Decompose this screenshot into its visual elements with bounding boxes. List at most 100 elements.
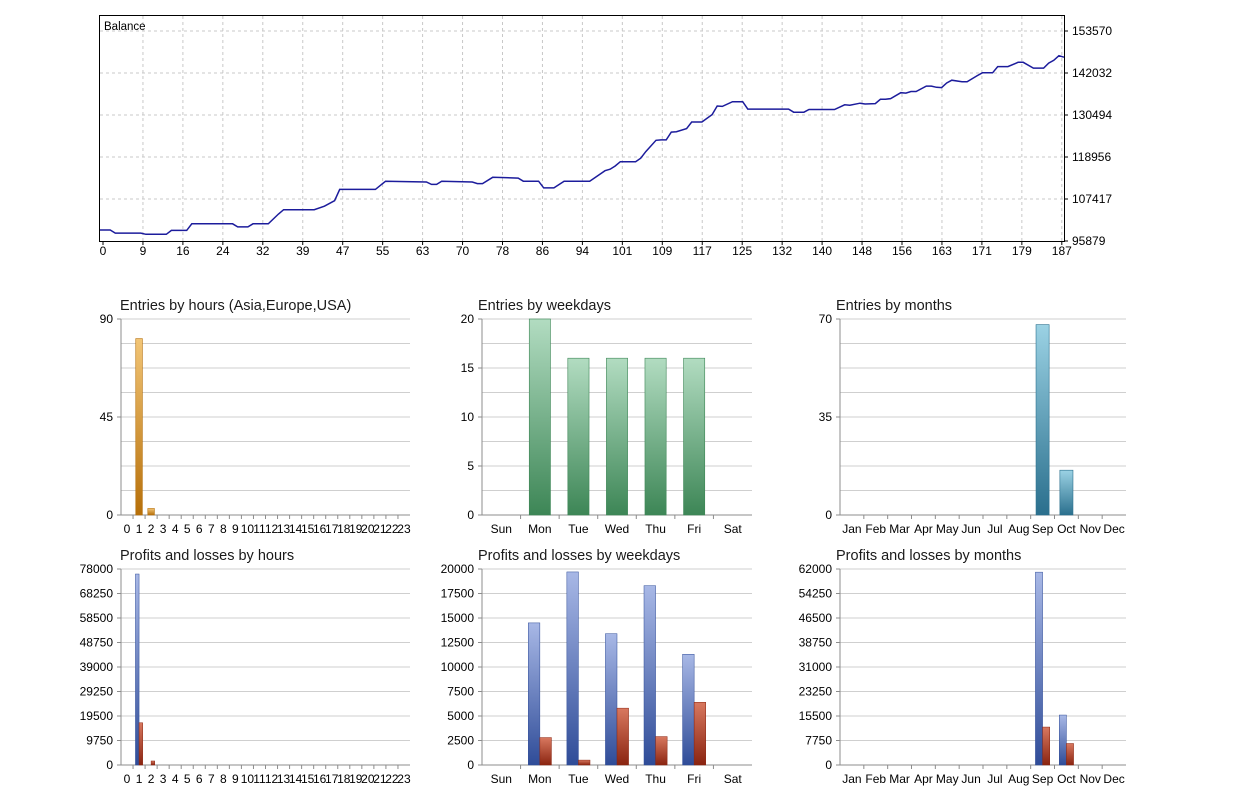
entries-by-months-title: Entries by months bbox=[836, 298, 952, 314]
balance-y-tick-label: 95879 bbox=[1072, 234, 1106, 248]
x-tick-label: May bbox=[936, 772, 959, 786]
y-tick-label: 5000 bbox=[447, 709, 474, 723]
balance-x-tick-label: 70 bbox=[456, 244, 470, 258]
x-tick-label: 4 bbox=[172, 772, 179, 786]
balance-title: Balance bbox=[104, 21, 146, 33]
balance-y-ticks: 95879 107417 118956 130494 142032 153570 bbox=[1064, 24, 1112, 248]
profits-losses-by-weekdays-chart: Profits and losses by weekdays 0 2500 5000… bbox=[441, 548, 752, 786]
loss-bar bbox=[616, 707, 629, 766]
x-tick-label: 19 bbox=[349, 522, 363, 536]
loss-bar bbox=[150, 760, 155, 766]
y-tick-label: 5 bbox=[467, 459, 474, 473]
x-tick-label: 21 bbox=[373, 772, 387, 786]
profits-losses-by-weekdays-title: Profits and losses by weekdays bbox=[478, 548, 680, 564]
balance-x-tick-label: 101 bbox=[612, 244, 632, 258]
balance-y-tick-label: 118956 bbox=[1072, 150, 1111, 164]
x-tick-label: Mar bbox=[889, 522, 910, 536]
x-tick-label: Jul bbox=[987, 772, 1002, 786]
balance-plot-frame bbox=[99, 15, 1065, 242]
y-tick-label: 70 bbox=[819, 312, 833, 326]
x-tick-label: 23 bbox=[397, 522, 411, 536]
balance-x-tick-label: 32 bbox=[256, 244, 270, 258]
x-tick-label: 17 bbox=[325, 772, 339, 786]
balance-x-tick-label: 171 bbox=[972, 244, 992, 258]
y-tick-label: 19500 bbox=[80, 709, 114, 723]
x-tick-label: Dec bbox=[1103, 772, 1124, 786]
profits-losses-by-hours-title: Profits and losses by hours bbox=[120, 548, 294, 564]
balance-chart: Balance 95879 107417 118956 130494 142032 153… bbox=[99, 15, 1112, 258]
x-tick-label: Feb bbox=[865, 772, 886, 786]
y-tick-label: 12500 bbox=[441, 636, 475, 650]
y-tick-label: 7500 bbox=[447, 685, 474, 699]
x-tick-label: Fri bbox=[687, 772, 701, 786]
y-tick-label: 62000 bbox=[799, 562, 833, 576]
x-tick-label: Mon bbox=[528, 772, 551, 786]
x-tick-label: 10 bbox=[241, 522, 255, 536]
bar bbox=[1035, 324, 1050, 516]
balance-x-tick-label: 63 bbox=[416, 244, 430, 258]
y-tick-label: 68250 bbox=[80, 587, 114, 601]
balance-x-tick-label: 78 bbox=[496, 244, 510, 258]
bar bbox=[644, 357, 667, 516]
bar bbox=[528, 318, 551, 516]
profit-bar bbox=[605, 633, 618, 766]
y-tick-label: 15 bbox=[461, 361, 475, 375]
y-tick-label: 20000 bbox=[441, 562, 475, 576]
x-tick-label: 10 bbox=[241, 772, 255, 786]
y-tick-label: 38750 bbox=[799, 636, 833, 650]
x-tick-label: 20 bbox=[361, 522, 375, 536]
y-tick-label: 0 bbox=[467, 508, 474, 522]
balance-x-tick-label: 148 bbox=[852, 244, 872, 258]
x-tick-label: 15 bbox=[301, 522, 315, 536]
x-tick-label: 9 bbox=[232, 772, 239, 786]
x-tick-label: Dec bbox=[1103, 522, 1124, 536]
y-tick-label: 54250 bbox=[799, 587, 833, 601]
entries-by-weekdays-title: Entries by weekdays bbox=[478, 298, 611, 314]
y-tick-label: 0 bbox=[467, 758, 474, 772]
x-tick-label: 13 bbox=[277, 772, 291, 786]
balance-x-tick-label: 117 bbox=[693, 244, 712, 258]
x-tick-label: Oct bbox=[1057, 522, 1076, 536]
x-tick-label: Oct bbox=[1057, 772, 1076, 786]
x-tick-label: Thu bbox=[645, 522, 666, 536]
x-tick-label: Wed bbox=[605, 772, 629, 786]
profit-bar bbox=[1059, 714, 1067, 766]
profit-bar bbox=[682, 654, 695, 766]
balance-line bbox=[100, 54, 1065, 236]
balance-y-tick-label: 153570 bbox=[1072, 24, 1112, 38]
bar bbox=[135, 338, 143, 516]
profits-losses-by-hours-chart: Profits and losses by hours 097501950029… bbox=[80, 548, 411, 786]
x-tick-label: 17 bbox=[325, 522, 339, 536]
x-tick-label: 3 bbox=[160, 772, 167, 786]
loss-bar bbox=[1042, 726, 1050, 766]
x-tick-label: 18 bbox=[337, 522, 351, 536]
balance-x-tick-label: 39 bbox=[296, 244, 310, 258]
y-tick-label: 17500 bbox=[441, 587, 475, 601]
x-tick-label: 8 bbox=[220, 772, 227, 786]
y-tick-label: 15000 bbox=[441, 611, 475, 625]
y-tick-label: 0 bbox=[106, 758, 113, 772]
x-tick-label: 4 bbox=[172, 522, 179, 536]
loss-bar bbox=[1066, 743, 1074, 766]
profit-bar bbox=[528, 622, 541, 766]
x-tick-label: Mon bbox=[528, 522, 551, 536]
loss-bar bbox=[693, 702, 706, 766]
x-tick-label: 1 bbox=[136, 522, 143, 536]
balance-x-tick-label: 132 bbox=[772, 244, 792, 258]
x-tick-label: 22 bbox=[385, 772, 399, 786]
x-tick-label: 18 bbox=[337, 772, 351, 786]
y-tick-label: 31000 bbox=[799, 660, 833, 674]
x-tick-label: 22 bbox=[385, 522, 399, 536]
y-tick-label: 10 bbox=[461, 410, 475, 424]
loss-bar bbox=[655, 736, 668, 766]
x-tick-label: 14 bbox=[289, 772, 303, 786]
balance-x-tick-label: 0 bbox=[100, 244, 107, 258]
profit-bar bbox=[135, 573, 140, 766]
y-tick-label: 0 bbox=[106, 508, 113, 522]
y-tick-label: 23250 bbox=[799, 685, 833, 699]
x-tick-label: 5 bbox=[184, 522, 191, 536]
y-tick-label: 29250 bbox=[80, 685, 114, 699]
x-tick-label: 8 bbox=[220, 522, 227, 536]
